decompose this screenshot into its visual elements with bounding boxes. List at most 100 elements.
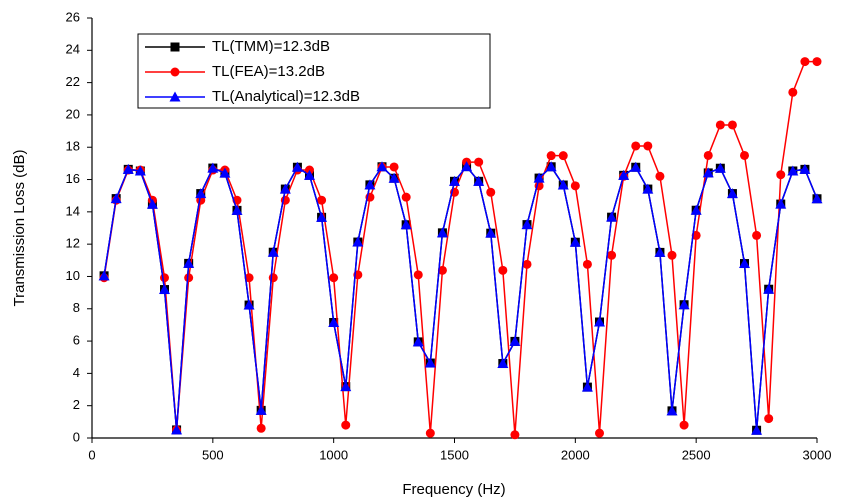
data-point <box>400 219 412 230</box>
y-tick-label: 14 <box>66 203 80 218</box>
data-point <box>557 179 569 190</box>
data-point <box>231 204 243 215</box>
data-point <box>545 161 557 172</box>
data-point <box>800 57 810 67</box>
data-point <box>364 179 376 190</box>
data-point <box>352 236 364 247</box>
data-point <box>291 161 303 172</box>
data-point <box>752 230 762 240</box>
data-point <box>184 273 194 283</box>
y-tick-label: 20 <box>66 106 80 121</box>
data-point <box>715 120 725 130</box>
y-tick-label: 4 <box>73 365 80 380</box>
data-point <box>413 270 423 280</box>
data-point <box>412 336 424 347</box>
data-point <box>679 420 689 430</box>
data-point <box>740 150 749 160</box>
data-point <box>631 141 641 151</box>
data-point <box>279 183 291 194</box>
data-point <box>654 246 666 257</box>
data-point <box>607 250 617 260</box>
data-point <box>570 181 580 191</box>
data-point <box>726 188 738 199</box>
data-point <box>606 211 618 222</box>
data-point <box>643 141 653 151</box>
data-point <box>207 162 219 173</box>
data-point <box>437 265 447 275</box>
data-point <box>702 167 714 178</box>
data-point <box>727 120 737 130</box>
data-point <box>812 57 822 67</box>
data-point <box>546 151 556 161</box>
data-point <box>533 172 545 183</box>
data-point <box>328 317 340 327</box>
y-tick-label: 0 <box>73 429 80 444</box>
x-tick-label: 2500 <box>682 447 711 462</box>
data-point <box>159 284 170 295</box>
data-point <box>474 157 484 167</box>
data-point <box>595 428 604 438</box>
data-point <box>666 405 678 416</box>
data-point <box>255 404 267 415</box>
data-point <box>388 172 400 183</box>
data-point <box>788 87 798 97</box>
data-point <box>110 193 122 204</box>
data-point <box>581 381 593 392</box>
data-point <box>340 381 352 392</box>
series-line <box>103 165 818 431</box>
legend-label: TL(TMM)=12.3dB <box>212 38 330 55</box>
data-point <box>317 195 327 205</box>
data-point <box>569 236 581 247</box>
data-point <box>256 423 266 433</box>
legend-label: TL(Analytical)=12.3dB <box>212 88 360 105</box>
y-tick-label: 18 <box>66 139 80 154</box>
data-point <box>341 420 351 430</box>
data-point <box>521 219 533 230</box>
data-point <box>98 270 110 281</box>
legend-marker <box>169 91 181 102</box>
x-tick-label: 1500 <box>440 447 469 462</box>
y-tick-label: 2 <box>73 397 80 412</box>
data-point <box>764 414 774 424</box>
series-line <box>103 60 817 435</box>
data-point <box>267 246 279 257</box>
legend-marker <box>170 67 180 77</box>
data-point <box>751 424 763 435</box>
data-point <box>522 259 532 269</box>
data-point <box>486 187 496 197</box>
data-point <box>436 227 448 238</box>
series-line <box>103 165 818 431</box>
data-point <box>473 175 485 186</box>
data-point <box>171 424 183 435</box>
data-point <box>244 273 254 283</box>
data-point <box>811 193 823 204</box>
data-point <box>787 165 799 176</box>
data-point <box>424 357 436 368</box>
y-axis-label: Transmission Loss (dB) <box>11 150 28 307</box>
data-point <box>678 299 690 310</box>
data-point <box>304 169 315 180</box>
legend-label: TL(FEA)=13.2dB <box>212 63 325 80</box>
data-point <box>389 162 399 172</box>
x-tick-label: 3000 <box>803 447 832 462</box>
y-tick-label: 26 <box>66 9 80 24</box>
data-point <box>219 167 231 178</box>
data-point <box>401 192 411 202</box>
data-point <box>425 428 435 438</box>
data-point <box>509 335 521 346</box>
data-point <box>739 258 750 269</box>
data-point <box>655 171 665 181</box>
data-point <box>690 204 702 215</box>
data-point <box>558 151 568 161</box>
data-point <box>582 259 592 269</box>
data-point <box>329 273 339 283</box>
data-point <box>667 250 677 260</box>
data-point <box>775 198 787 209</box>
data-point <box>630 161 642 172</box>
data-point <box>243 299 255 310</box>
data-point <box>146 198 158 209</box>
y-tick-label: 16 <box>66 171 80 186</box>
data-point <box>160 273 169 283</box>
data-point <box>497 358 509 369</box>
